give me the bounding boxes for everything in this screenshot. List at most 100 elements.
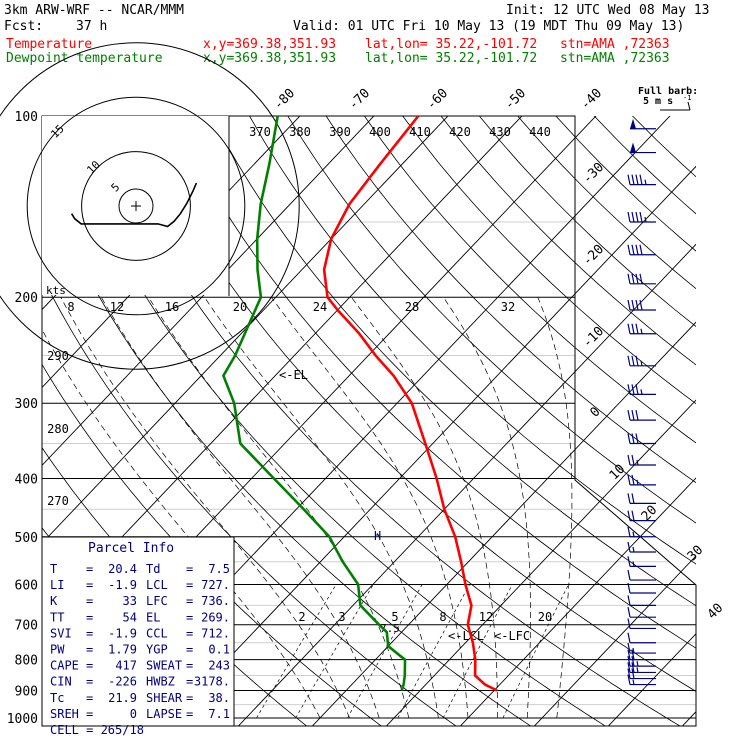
wind-barb [627, 642, 656, 654]
barb-full [631, 493, 635, 504]
parcel-label: SVI [50, 626, 72, 640]
wind-barb [627, 662, 656, 674]
temp-legend-label: Temperature [6, 37, 93, 52]
lcl-marker: <-LCL [448, 629, 484, 643]
barb-full [627, 569, 631, 581]
wind-barb [627, 273, 656, 285]
parcel-value: 736. [201, 594, 230, 608]
barb-full [631, 668, 635, 679]
barb-legend-flag [687, 101, 691, 111]
parcel-label: SWEAT [146, 659, 182, 673]
wind-barb [627, 454, 656, 466]
parcel-value: 38. [208, 691, 230, 705]
theta-label: 380 [289, 125, 311, 139]
barb-full [631, 384, 635, 395]
parcel-eq: = [86, 626, 93, 640]
barb-full [627, 409, 631, 421]
barb-full [627, 323, 631, 334]
barb-full [627, 211, 631, 223]
mixing-ratio-line [295, 584, 374, 719]
barb-full [631, 454, 635, 466]
isotherm-label: -70 [346, 86, 373, 113]
wind-barb [627, 174, 656, 186]
isotherm-label: -50 [502, 86, 529, 113]
moist-adiabat [60, 297, 350, 719]
isotherm [42, 116, 449, 544]
parcel-eq: = [186, 691, 193, 705]
dry-adiabat [42, 178, 532, 726]
barb-half [636, 667, 639, 673]
mixing-ratio-line [502, 584, 569, 719]
barb-full [627, 674, 631, 685]
pressure-tick-label: 300 [15, 397, 38, 412]
moist-adiabat [204, 297, 439, 719]
parcel-eq: = [86, 594, 93, 608]
barb-full [631, 174, 635, 185]
mixing-ratio-label: 20 [538, 610, 552, 624]
barb-full [627, 655, 631, 667]
wind-barb [627, 409, 656, 421]
dry-adiabat [287, 116, 696, 524]
barb-half [644, 179, 647, 185]
barb-full [631, 244, 635, 255]
parcel-label: LI [50, 578, 64, 592]
wind-barb [630, 142, 656, 154]
mixing-ratio-label: 28 [405, 300, 419, 314]
parcel-value: 269. [201, 610, 230, 624]
mixing-ratio-label: 5 [391, 610, 398, 624]
barb-full [627, 649, 631, 660]
barb-pennant [630, 118, 636, 129]
barb-half [644, 216, 647, 223]
wind-barb [627, 618, 656, 630]
barb-full [639, 299, 643, 311]
dry-adiabat [57, 116, 606, 726]
barb-full [627, 556, 631, 567]
dry-adiabat [42, 275, 457, 726]
wind-barb [630, 118, 656, 130]
dewpoint-line [222, 115, 407, 691]
barb-full [639, 244, 643, 255]
barb-half [632, 561, 635, 567]
parcel-value: 1.79 [108, 643, 137, 657]
theta-label: 440 [529, 125, 551, 139]
parcel-label: TT [50, 610, 64, 624]
wind-barb [627, 632, 656, 644]
parcel-value: -1.9 [108, 626, 137, 640]
parcel-eq: = [186, 562, 193, 576]
isotherm-label: 30 [685, 543, 707, 565]
wind-barb [627, 582, 656, 594]
parcel-eq: = [86, 562, 93, 576]
barb-full [627, 174, 631, 185]
theta-label: 390 [329, 125, 351, 139]
parcel-label: Td [146, 562, 160, 576]
barb-pennant [630, 142, 636, 153]
parcel-eq: = [86, 610, 93, 624]
h-marker: H [374, 529, 381, 543]
temp-legend-latlon: lat,lon= 35.22,-101.72 [365, 37, 538, 52]
barb-full [631, 510, 635, 521]
pressure-tick-label: 400 [15, 472, 38, 487]
mixing-ratio-label: 3 [338, 610, 345, 624]
barb-half [632, 647, 635, 654]
barb-full [635, 433, 639, 444]
barb-full [627, 474, 631, 486]
isotherm [385, 399, 696, 726]
parcel-value: 21.9 [108, 691, 137, 705]
wind-barb [627, 433, 656, 445]
parcel-eq: = [186, 578, 193, 592]
barb-full [639, 174, 643, 185]
barb-full [631, 211, 635, 223]
mixing-ratio-label: 16 [165, 300, 179, 314]
barb-legend-unit: 5 m s [643, 96, 673, 107]
wind-barb [627, 355, 656, 367]
isotherm [459, 477, 696, 726]
parcel-eq: = [186, 643, 193, 657]
pressure-tick-label: 500 [15, 531, 38, 546]
pressure-tick-label: 100 [15, 110, 38, 125]
hodograph-ring [118, 188, 154, 224]
isotherm [607, 633, 696, 726]
dew-legend-latlon: lat,lon= 35.22,-101.72 [365, 51, 538, 66]
